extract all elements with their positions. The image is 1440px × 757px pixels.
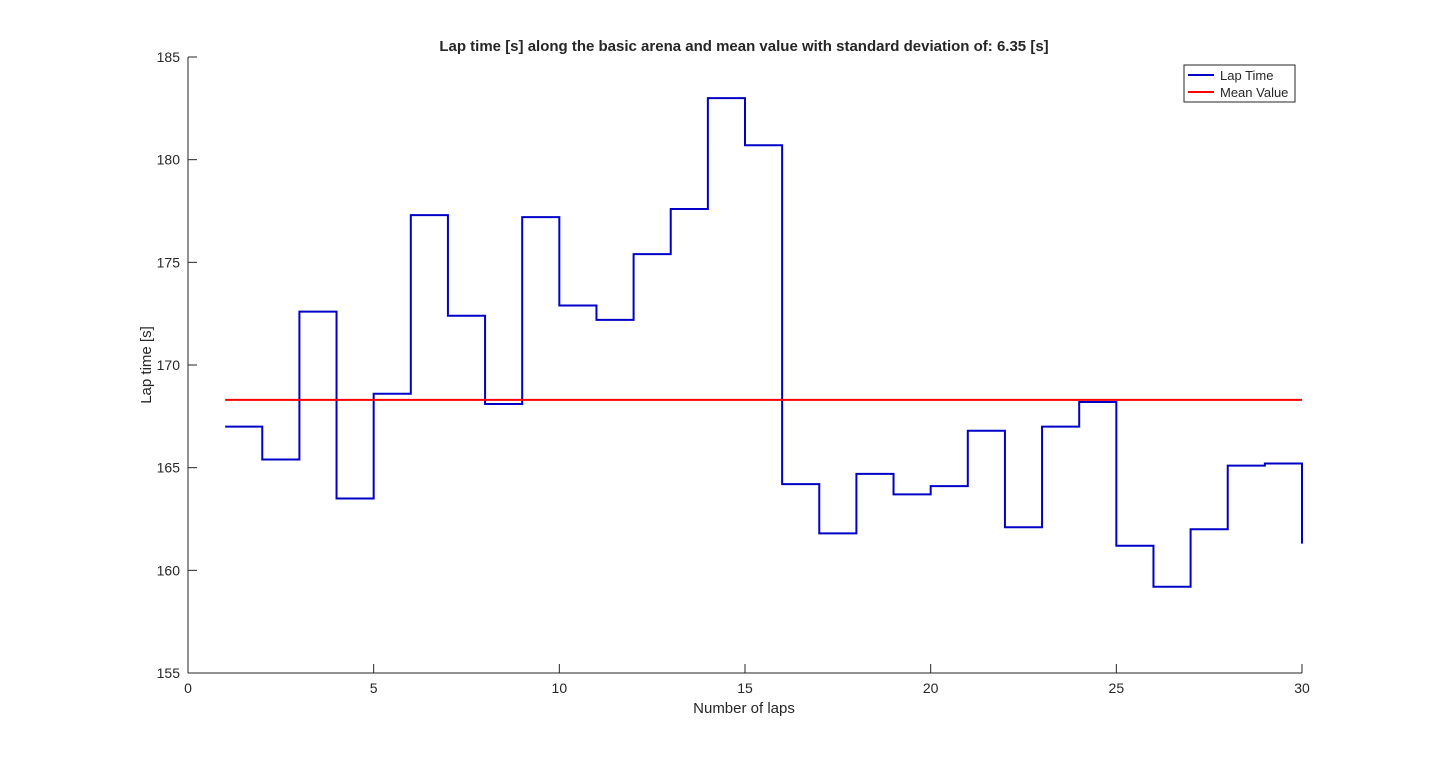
lap-time-line bbox=[225, 97, 1303, 588]
y-tick-label: 160 bbox=[157, 562, 181, 578]
y-tick-label: 170 bbox=[157, 357, 181, 373]
y-tick-label: 165 bbox=[157, 460, 181, 476]
x-tick-label: 30 bbox=[1294, 680, 1310, 696]
x-tick-label: 0 bbox=[184, 680, 192, 696]
plot-series bbox=[225, 97, 1303, 588]
x-tick-label: 15 bbox=[737, 680, 753, 696]
legend-box bbox=[1183, 64, 1296, 103]
legend-label-lap-time: Lap Time bbox=[1220, 68, 1273, 83]
y-axis-label: Lap time [s] bbox=[138, 326, 155, 404]
x-tick-label: 20 bbox=[923, 680, 939, 696]
x-tick-label: 10 bbox=[552, 680, 568, 696]
axes: 0 5 10 15 20 25 30 155 160 165 170 175 180 185 bbox=[157, 49, 1310, 696]
x-axis-label: Number of laps bbox=[693, 700, 795, 717]
y-tick-label: 185 bbox=[157, 49, 181, 65]
legend: Lap Time Mean Value bbox=[1183, 64, 1296, 103]
y-tick-label: 180 bbox=[157, 152, 181, 168]
y-tick-label: 175 bbox=[157, 254, 181, 270]
x-tick-label: 25 bbox=[1109, 680, 1125, 696]
chart-title: Lap time [s] along the basic arena and m… bbox=[439, 38, 1048, 55]
legend-label-mean-value: Mean Value bbox=[1220, 85, 1288, 100]
y-tick-label: 155 bbox=[157, 665, 181, 681]
x-tick-label: 5 bbox=[370, 680, 378, 696]
